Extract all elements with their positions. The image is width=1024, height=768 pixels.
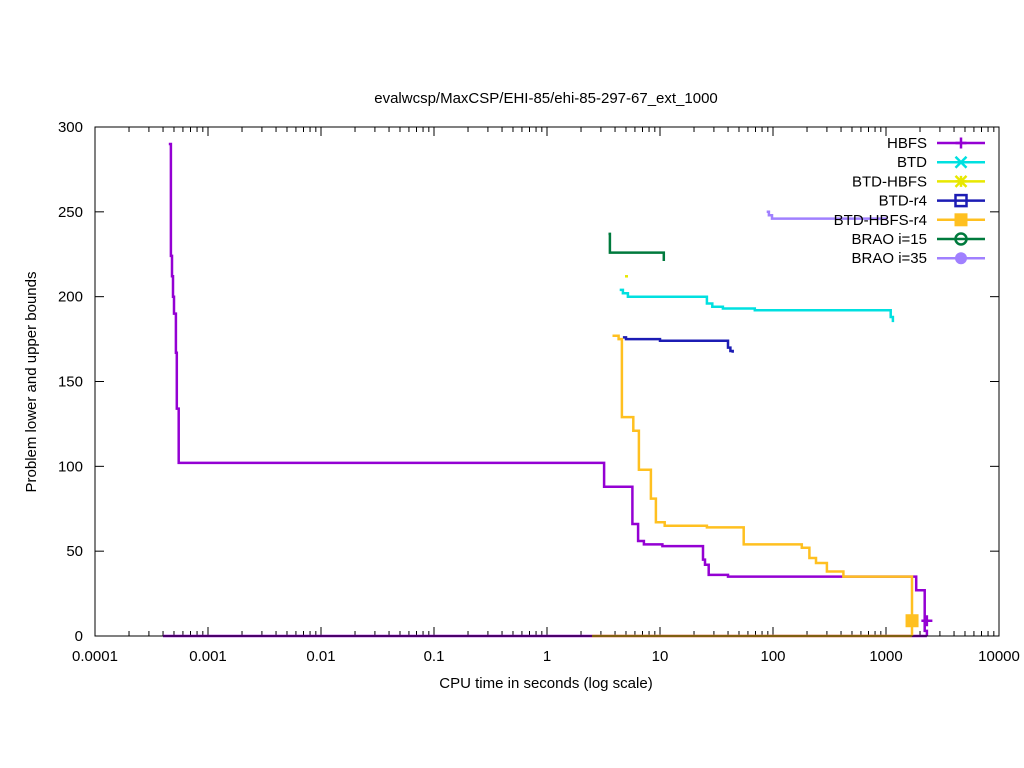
legend-item: HBFS <box>887 135 985 152</box>
legend-label: BTD <box>897 154 927 171</box>
legend-item: BTD <box>897 154 985 171</box>
x-tick-label: 10 <box>652 648 669 665</box>
legend-item: BTD-HBFS <box>852 173 985 190</box>
legend-item: BRAO i=35 <box>852 250 985 267</box>
y-axis-label-group: Problem lower and upper bounds <box>23 272 40 493</box>
y-tick-label: 150 <box>58 374 83 391</box>
y-tick-label: 250 <box>58 204 83 221</box>
legend-label: HBFS <box>887 135 927 152</box>
x-tick-label: 0.1 <box>424 648 445 665</box>
x-tick-label: 100 <box>760 648 785 665</box>
series-upper-bound-line <box>619 288 895 323</box>
series-btd-r4 <box>622 336 734 353</box>
legend-marker <box>955 252 967 265</box>
chart-title: evalwcsp/MaxCSP/EHI-85/ehi-85-297-67_ext… <box>374 90 718 107</box>
legend-item: BTD-HBFS-r4 <box>834 212 985 229</box>
plot-frame <box>94 126 1000 637</box>
series-upper-bound-line <box>766 210 888 221</box>
legend-marker <box>955 137 967 149</box>
series-point-marker <box>921 615 933 627</box>
legend-label: BRAO i=35 <box>852 250 927 267</box>
legend-label: BTD-HBFS <box>852 173 927 190</box>
y-tick-label: 0 <box>75 628 83 645</box>
series-upper-bound-line <box>622 336 734 353</box>
y-tick-label: 300 <box>58 119 83 136</box>
series-brao-i-35 <box>766 210 888 221</box>
x-tick-label: 10000 <box>978 648 1020 665</box>
legend-marker <box>954 155 968 169</box>
x-tick-label: 1000 <box>869 648 902 665</box>
series-upper-bound-line <box>608 232 666 261</box>
series-brao-i-15 <box>608 232 666 261</box>
x-axis-label: CPU time in seconds (log scale) <box>439 675 652 692</box>
series-btd-hbfs-r4 <box>592 334 919 638</box>
axis-ticks: 0.0001 0.001 0.01 0.1 1 10 100 1000 10000 0 50 100 1… <box>58 119 1020 665</box>
y-tick-label: 50 <box>66 543 83 560</box>
series-btd <box>619 288 895 323</box>
x-tick-label: 0.01 <box>306 648 335 665</box>
legend-label: BTD-HBFS-r4 <box>834 212 927 229</box>
x-tick-label: 1 <box>543 648 551 665</box>
legend: HBFS BTD BTD-HBFS BTD-r4 BTD-HBFS-r4 BRAO i=1… <box>834 135 985 267</box>
legend-marker <box>954 213 968 227</box>
legend-item: BTD-r4 <box>879 193 985 210</box>
legend-marker <box>954 175 968 188</box>
series-point-marker <box>905 614 919 628</box>
series-upper-bound-line <box>168 142 929 636</box>
legend-label: BTD-r4 <box>879 193 927 210</box>
legend-item: BRAO i=15 <box>852 231 985 248</box>
legend-marker <box>954 193 968 208</box>
x-tick-label: 0.0001 <box>72 648 118 665</box>
legend-marker <box>954 232 968 246</box>
series-layer <box>163 142 933 638</box>
x-tick-label: 0.001 <box>189 648 227 665</box>
y-axis-label: Problem lower and upper bounds <box>23 272 40 493</box>
y-tick-label: 100 <box>58 458 83 475</box>
legend-label: BRAO i=15 <box>852 231 927 248</box>
series-upper-bound-line <box>612 334 914 636</box>
y-tick-label: 200 <box>58 289 83 306</box>
